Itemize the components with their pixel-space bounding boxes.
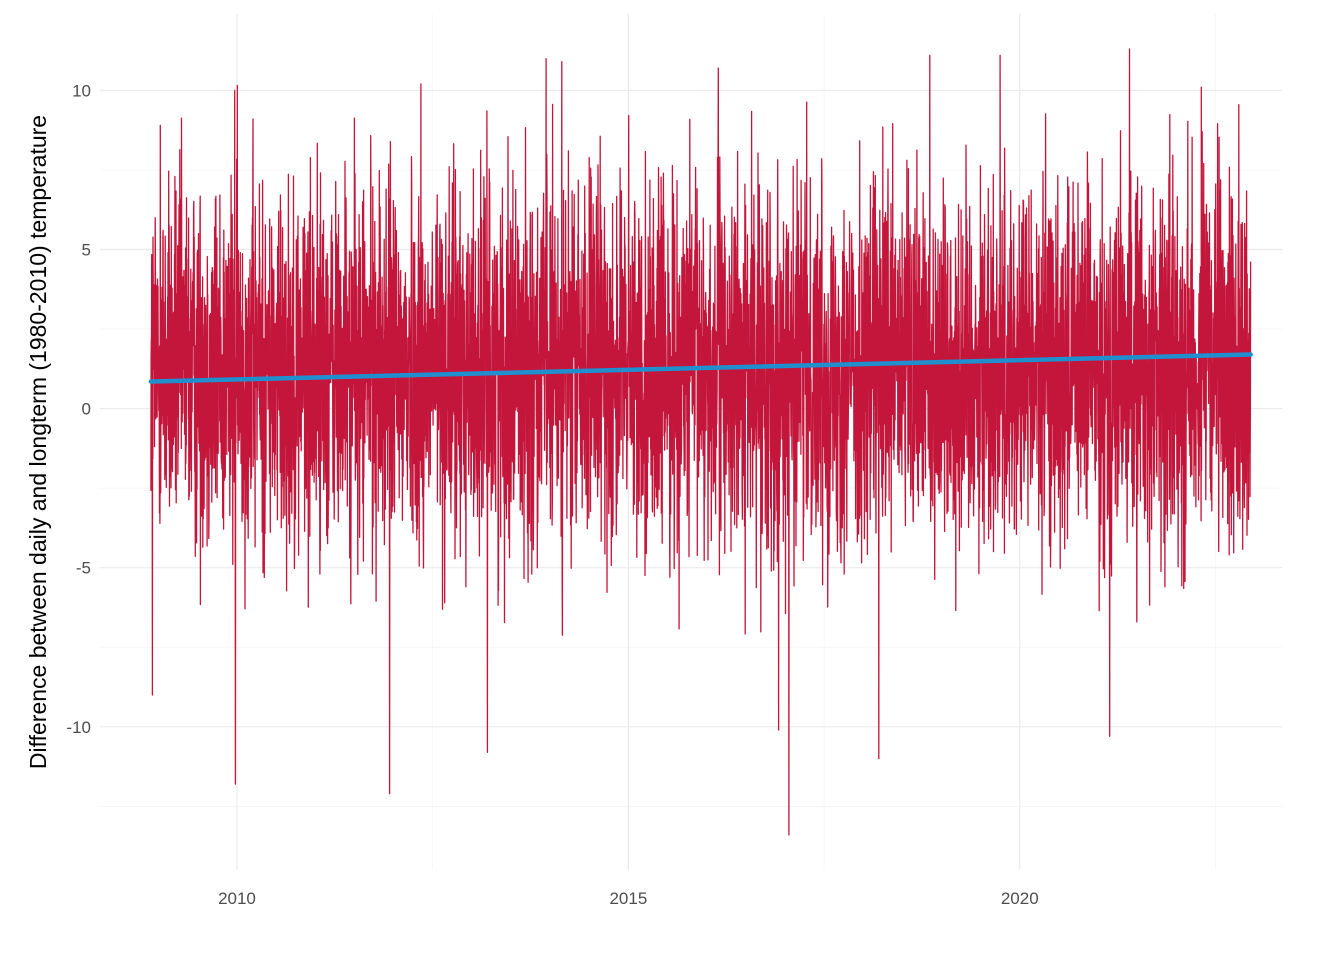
y-tick-label: -10	[66, 718, 91, 737]
y-tick-label: 0	[82, 400, 91, 419]
y-tick-label: 5	[82, 240, 91, 259]
tick-labels: -10 -5 0 5 10 2010 2015 2020	[66, 81, 1038, 908]
x-tick-label: 2020	[1001, 889, 1039, 908]
y-tick-label: -5	[76, 559, 91, 578]
x-tick-label: 2015	[609, 889, 647, 908]
series-lines	[148, 48, 1253, 836]
x-tick-label: 2010	[218, 889, 256, 908]
trend-line	[148, 352, 1253, 384]
daily-anomaly-line	[150, 48, 1252, 836]
y-axis-title: Difference between daily and longterm (1…	[25, 115, 51, 769]
y-tick-label: 10	[72, 81, 91, 100]
